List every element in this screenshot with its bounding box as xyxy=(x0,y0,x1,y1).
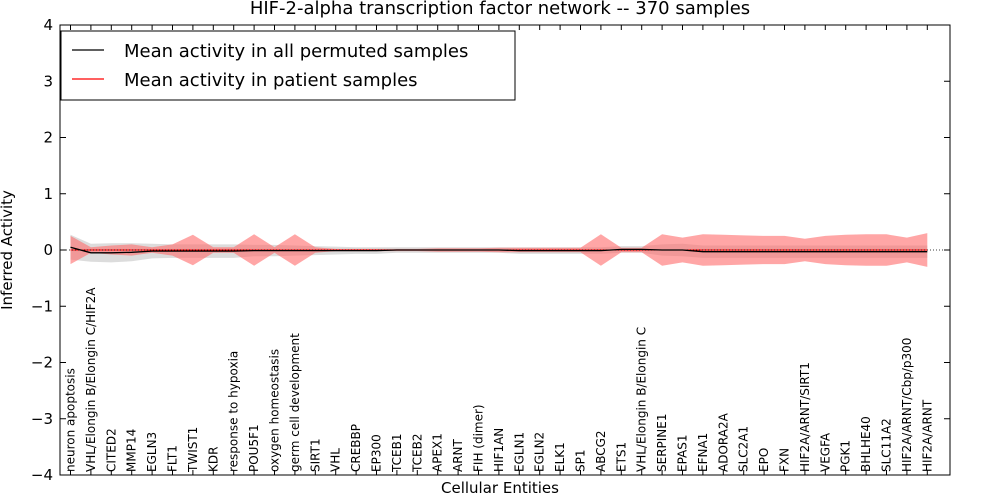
legend-box xyxy=(60,30,516,101)
x-tick-label: ELK1 xyxy=(553,442,567,472)
x-tick-label: FIH (dimer) xyxy=(472,404,486,472)
x-tick-label: SERPINE1 xyxy=(655,413,669,472)
x-axis-label: Cellular Entities xyxy=(441,479,559,497)
x-tick-label: BHLHE40 xyxy=(859,416,873,472)
x-tick-label: CITED2 xyxy=(104,428,118,472)
x-tick-label: VHL/Elongin B/Elongin C xyxy=(635,327,649,472)
x-tick-label: germ cell development xyxy=(288,333,302,472)
x-tick-label: MMP14 xyxy=(125,429,139,472)
x-tick-label: SP1 xyxy=(574,450,588,473)
y-tick-label: 4 xyxy=(43,16,53,34)
x-tick-label: TWIST1 xyxy=(186,427,200,473)
y-tick-label: −4 xyxy=(31,466,53,484)
x-tick-label: SIRT1 xyxy=(308,438,322,472)
x-tick-label: HIF2A/ARNT xyxy=(920,399,934,472)
x-tick-label: SLC11A2 xyxy=(880,418,894,472)
y-tick-label: −2 xyxy=(31,354,53,372)
x-tick-label: TCEB2 xyxy=(410,434,424,473)
x-tick-label: EFNA1 xyxy=(696,433,710,472)
x-tick-label: VHL/Elongin B/Elongin C/HIF2A xyxy=(84,287,98,472)
x-tick-label: KDR xyxy=(206,447,220,472)
x-tick-label: ADORA2A xyxy=(716,412,730,472)
x-tick-label: HIF1AN xyxy=(492,428,506,472)
y-tick-label: −3 xyxy=(31,410,53,428)
x-tick-label: EPO xyxy=(757,448,771,472)
x-tick-label: ARNT xyxy=(451,438,465,472)
x-tick-label: PGK1 xyxy=(839,440,853,472)
y-tick-label: 1 xyxy=(43,185,53,203)
chart-title: HIF-2-alpha transcription factor network… xyxy=(250,0,750,19)
legend-label-patient: Mean activity in patient samples xyxy=(124,70,418,91)
x-tick-label: EGLN3 xyxy=(145,432,159,472)
y-axis-label: Inferred Activity xyxy=(0,190,16,310)
x-tick-label: ETS1 xyxy=(614,442,628,472)
y-axis-ticks: −4 −3 −2 −1 0 1 2 3 4 xyxy=(31,16,950,484)
x-tick-label: EPAS1 xyxy=(676,434,690,472)
y-tick-label: 2 xyxy=(43,129,53,147)
x-tick-label: FLT1 xyxy=(166,445,180,472)
x-tick-label: neuron apoptosis xyxy=(64,368,78,472)
x-tick-label: HIF2A/ARNT/Cbp/p300 xyxy=(900,338,914,472)
legend: Mean activity in all permuted samples Me… xyxy=(60,30,516,101)
x-tick-label: CREBBP xyxy=(349,424,363,472)
y-tick-label: 0 xyxy=(43,241,53,259)
x-tick-label: TCEB1 xyxy=(390,434,404,473)
y-tick-label: 3 xyxy=(43,72,53,90)
x-tick-label: SLC2A1 xyxy=(737,426,751,472)
x-tick-label: response to hypoxia xyxy=(227,351,241,472)
x-tick-label: EGLN1 xyxy=(512,432,526,472)
x-tick-label: APEX1 xyxy=(431,433,445,472)
x-axis-ticks: neuron apoptosis VHL/Elongin B/Elongin C/… xyxy=(64,25,934,475)
x-tick-label: FXN xyxy=(778,448,792,472)
series-lines xyxy=(60,246,950,254)
x-tick-label: VEGFA xyxy=(818,432,832,472)
x-tick-label: VHL xyxy=(329,448,343,472)
x-tick-label: ABCG2 xyxy=(594,430,608,472)
x-tick-label: oxygen homeostasis xyxy=(268,349,282,472)
x-tick-label: HIF2A/ARNT/SIRT1 xyxy=(798,362,812,472)
y-tick-label: −1 xyxy=(31,297,53,315)
x-tick-label: EP300 xyxy=(370,434,384,472)
legend-label-permuted: Mean activity in all permuted samples xyxy=(124,41,468,62)
plot-frame xyxy=(59,24,951,476)
x-tick-label: EGLN2 xyxy=(533,432,547,472)
x-tick-label: POU5F1 xyxy=(247,424,261,472)
